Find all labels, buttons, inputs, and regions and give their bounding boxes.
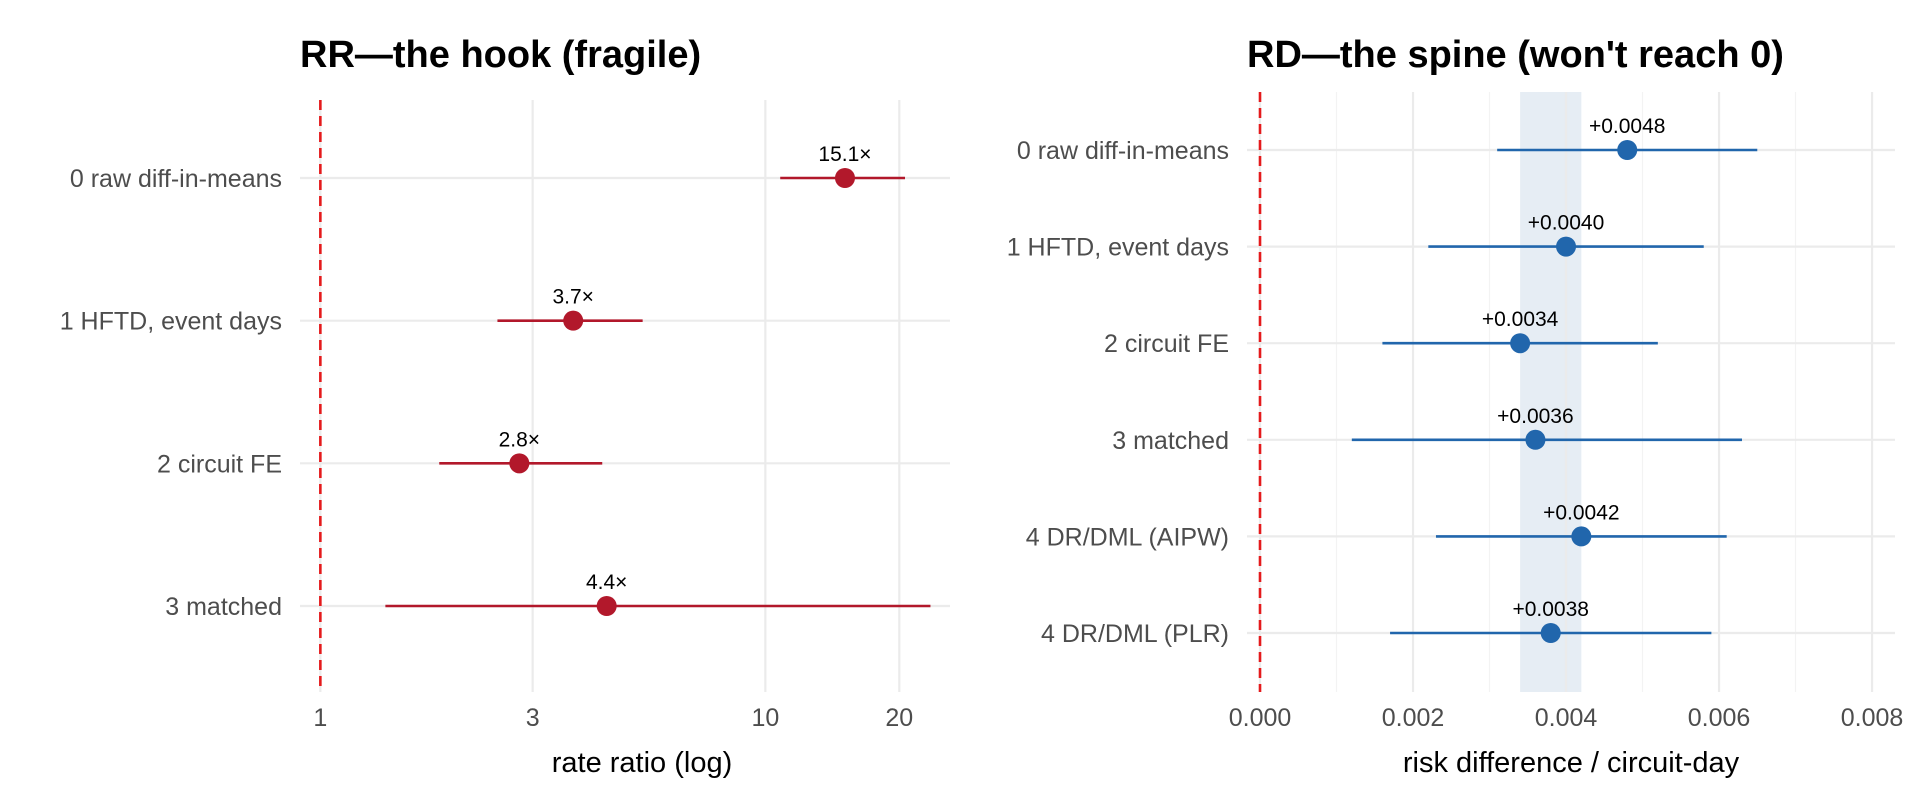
rr-value-label-3: 4.4×	[586, 571, 627, 594]
rr-row-label-1: 1 HFTD, event days	[60, 308, 282, 336]
rr-row-label-0: 0 raw diff-in-means	[70, 165, 282, 193]
rd-row-label-1: 1 HFTD, event days	[1007, 234, 1229, 262]
rd-value-label-4: +0.0042	[1543, 501, 1620, 524]
rd-x-tick-3: 0.006	[1688, 704, 1751, 732]
rd-row-label-0: 0 raw diff-in-means	[1017, 137, 1229, 165]
rd-row-label-4: 4 DR/DML (AIPW)	[1026, 523, 1229, 551]
rd-value-label-1: +0.0040	[1528, 212, 1605, 235]
rr-point-1	[563, 310, 584, 331]
rd-row-label-3: 3 matched	[1112, 427, 1229, 455]
rd-point-1	[1556, 236, 1577, 257]
rr-point-3	[596, 596, 617, 616]
rd-row-label-2: 2 circuit FE	[1104, 330, 1229, 358]
rr-point-2	[509, 453, 530, 474]
rr-x-tick-1: 3	[526, 704, 540, 732]
rd-value-label-5: +0.0038	[1512, 598, 1589, 621]
rr-x-tick-2: 10	[751, 704, 779, 732]
rd-consensus-band	[1520, 92, 1582, 692]
rr-point-0	[834, 168, 855, 188]
rr-x-axis-title: rate ratio (log)	[552, 747, 733, 779]
rd-point-0	[1617, 140, 1638, 160]
rd-x-tick-0: 0.000	[1229, 704, 1292, 732]
rd-value-label-2: +0.0034	[1482, 308, 1559, 331]
rd-x-tick-2: 0.004	[1535, 704, 1598, 732]
rd-row-label-5: 4 DR/DML (PLR)	[1041, 620, 1229, 648]
rd-panel: RD—the spine (won't reach 0) 0 raw diff-…	[1007, 34, 1904, 779]
rd-x-tick-4: 0.008	[1841, 704, 1904, 732]
rd-point-2	[1510, 333, 1531, 354]
rr-value-label-2: 2.8×	[499, 428, 540, 451]
rd-point-3	[1525, 429, 1546, 450]
rr-x-tick-3: 20	[885, 704, 913, 732]
rr-panel: RR—the hook (fragile) 0 raw diff-in-mean…	[60, 34, 950, 779]
rd-value-label-0: +0.0048	[1589, 115, 1666, 138]
rd-value-label-3: +0.0036	[1497, 405, 1574, 428]
rr-row-label-2: 2 circuit FE	[157, 450, 282, 478]
rr-value-label-1: 3.7×	[552, 286, 593, 309]
rr-x-tick-0: 1	[313, 704, 327, 732]
rr-row-label-3: 3 matched	[165, 593, 282, 621]
rd-chart-title: RD—the spine (won't reach 0)	[1247, 34, 1784, 76]
rd-x-axis-title: risk difference / circuit-day	[1403, 747, 1740, 779]
rr-chart-title: RR—the hook (fragile)	[300, 34, 701, 76]
rr-value-label-0: 15.1×	[818, 143, 871, 166]
rd-point-5	[1540, 623, 1561, 643]
rd-x-tick-1: 0.002	[1382, 704, 1445, 732]
rd-point-4	[1571, 526, 1592, 547]
